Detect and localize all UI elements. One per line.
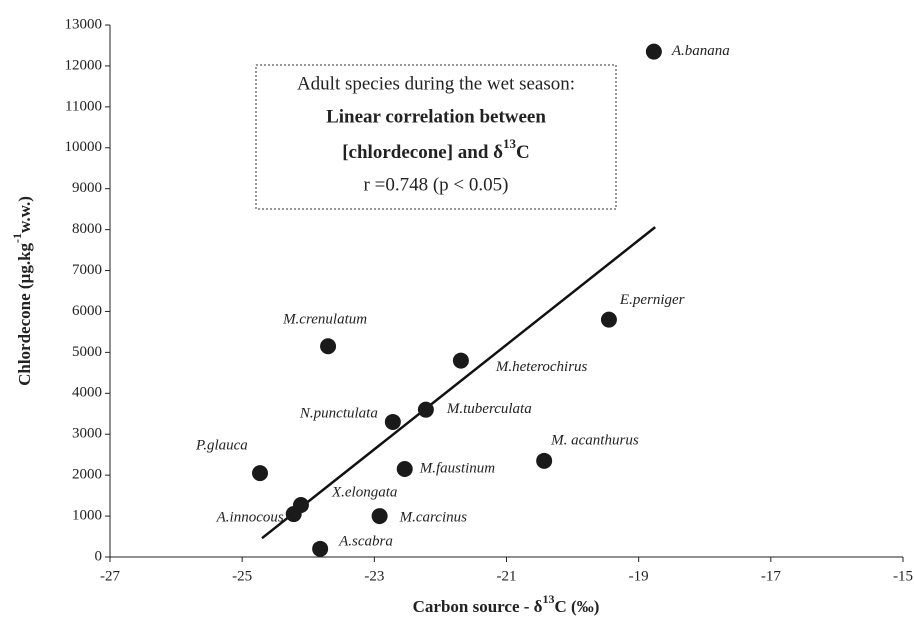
point-label: X.elongata: [331, 484, 397, 500]
superscript: -1: [10, 233, 24, 243]
y-tick-label: 4000: [72, 385, 102, 401]
y-tick-label: 9000: [72, 180, 102, 196]
point: [600, 311, 617, 328]
y-tick-label: 13000: [65, 16, 103, 32]
annotation-line: [chlordecone] and δ13C: [342, 136, 530, 163]
text-part: w.w.): [15, 196, 34, 233]
point-label: E.perniger: [619, 292, 685, 308]
superscript: 13: [503, 136, 517, 151]
point-label: P.glauca: [195, 438, 248, 454]
text-part: C: [516, 142, 530, 163]
point: [384, 413, 401, 430]
point: [371, 508, 388, 525]
point: [417, 401, 434, 418]
y-tick-label: 11000: [65, 98, 102, 114]
point: [320, 338, 337, 355]
text-part: Chlordecone (µg.kg: [15, 242, 34, 385]
superscript: 13: [543, 592, 555, 606]
annotation-line: r =0.748 (p < 0.05): [364, 174, 509, 195]
point-label: M. acanthurus: [550, 432, 639, 448]
point-label: M.faustinum: [419, 460, 496, 476]
trendline: [261, 226, 656, 540]
y-axis-label: Chlordecone (µg.kg-1w.w.): [10, 196, 34, 386]
point-label: A.scabra: [338, 533, 393, 549]
point: [396, 461, 413, 478]
point-label: A.innocous: [216, 509, 284, 525]
x-tick-label: -23: [364, 568, 384, 584]
y-tick-label: 12000: [65, 57, 103, 73]
x-tick-label: -25: [232, 568, 252, 584]
x-axis-label: Carbon source - δ13C (‰): [413, 592, 600, 616]
y-tick-label: 1000: [72, 508, 102, 524]
x-tick-label: -27: [100, 568, 120, 584]
point: [312, 540, 329, 557]
text-part: Carbon source - δ: [413, 597, 543, 616]
point-label: M.heterochirus: [495, 359, 588, 375]
y-tick-label: 10000: [65, 139, 103, 155]
annotation-box: [255, 64, 617, 210]
y-tick-label: 5000: [72, 344, 102, 360]
point: [252, 465, 269, 482]
point-label: M.tuberculata: [446, 401, 532, 417]
x-tick-label: -19: [629, 568, 649, 584]
point: [645, 43, 662, 60]
text-part: [chlordecone] and δ: [342, 142, 503, 163]
y-tick-label: 8000: [72, 221, 102, 237]
point-label: N.punctulata: [299, 405, 378, 421]
y-tick-label: 0: [95, 548, 103, 564]
point-label: M.crenulatum: [282, 312, 367, 328]
y-tick-label: 2000: [72, 467, 102, 483]
x-tick-label: -21: [497, 568, 517, 584]
point-label: M.carcinus: [399, 510, 468, 526]
x-tick-label: -17: [761, 568, 781, 584]
x-tick-label: -15: [893, 568, 913, 584]
annotation-line: Linear correlation between: [326, 106, 546, 127]
point: [285, 506, 302, 523]
point: [452, 352, 469, 369]
point: [536, 452, 553, 469]
y-tick-label: 6000: [72, 303, 102, 319]
text-part: C (‰): [555, 597, 600, 616]
annotation-line: Adult species during the wet season:: [297, 73, 575, 94]
point-label: A.banana: [671, 43, 730, 59]
y-tick-label: 3000: [72, 426, 102, 442]
y-tick-label: 7000: [72, 262, 102, 278]
